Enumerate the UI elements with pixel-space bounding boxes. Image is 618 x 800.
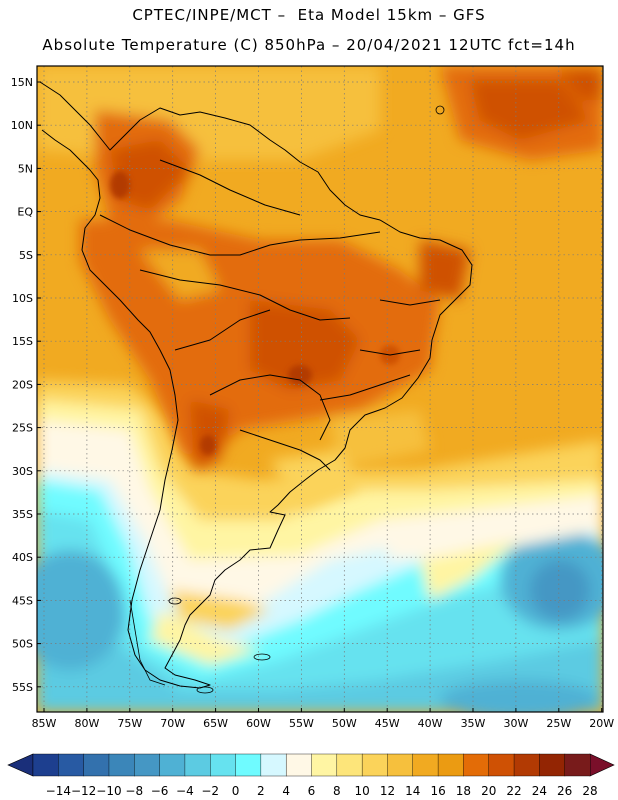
colorbar-label: 0: [232, 784, 240, 798]
colorbar-label: 2: [257, 784, 265, 798]
latitude-labels: 15N 10N 5N EQ 5S 10S 15S 20S 25S 30S 35S 40S 45S 50S 5…: [11, 76, 41, 694]
lat-tick-label: 35S: [12, 508, 33, 521]
colorbar-swatch: [210, 753, 237, 777]
lon-tick-label: 75W: [117, 717, 142, 730]
lat-tick-label: 30S: [12, 465, 33, 478]
lon-tick-label: 65W: [203, 717, 228, 730]
map-frame: [36, 65, 604, 713]
colorbar-swatch: [412, 753, 439, 777]
colorbar-swatch: [108, 753, 135, 777]
colorbar-label: 24: [532, 784, 547, 798]
colorbar-label: 4: [282, 784, 290, 798]
colorbar-label: −2: [201, 784, 219, 798]
lat-tick-label: 10S: [12, 292, 33, 305]
colorbar-swatch: [564, 753, 591, 777]
colorbar-label: 14: [405, 784, 420, 798]
colorbar-swatch: [134, 753, 161, 777]
colorbar-swatch: [463, 753, 490, 777]
lat-tick-label: 40S: [12, 551, 33, 564]
colorbar-swatch: [58, 753, 85, 777]
lat-tick-label: 20S: [12, 378, 33, 391]
colorbar: −14 −12 −10 −8 −6 −4 −2 0 2 4 6 8 10 12 14 16 18 20 22 24 26…: [7, 753, 615, 798]
colorbar-swatch: [513, 753, 540, 777]
colorbar-swatch: [260, 753, 287, 777]
colorbar-label: 8: [333, 784, 341, 798]
lat-tick-label: 25S: [12, 422, 33, 435]
colorbar-min-arrow: [7, 753, 34, 777]
lon-tick-label: 70W: [160, 717, 185, 730]
colorbar-swatch: [361, 753, 388, 777]
colorbar-swatch: [387, 753, 414, 777]
lon-tick-label: 40W: [418, 717, 443, 730]
lon-tick-label: 80W: [74, 717, 99, 730]
colorbar-max-arrow: [589, 753, 615, 777]
colorbar-swatch: [336, 753, 363, 777]
colorbar-swatch: [311, 753, 338, 777]
colorbar-label: 20: [481, 784, 496, 798]
colorbar-label: 12: [380, 784, 395, 798]
lon-tick-label: 50W: [332, 717, 357, 730]
longitude-labels: 85W 80W 75W 70W 65W 60W 55W 50W 45W 40W 35W 30W 25W 2…: [32, 708, 614, 730]
map-title: CPTEC/INPE/MCT – Eta Model 15km – GFS: [132, 6, 486, 24]
colorbar-swatch: [488, 753, 515, 777]
lat-tick-label: 5N: [18, 162, 33, 175]
colorbar-label: 18: [456, 784, 471, 798]
colorbar-label: −4: [176, 784, 194, 798]
colorbar-label: 26: [557, 784, 572, 798]
lon-tick-label: 55W: [289, 717, 314, 730]
colorbar-label: 16: [430, 784, 445, 798]
lon-tick-label: 45W: [375, 717, 400, 730]
lon-tick-label: 35W: [461, 717, 486, 730]
colorbar-swatch: [285, 753, 313, 777]
colorbar-swatch: [184, 753, 211, 777]
lat-tick-label: 10N: [11, 119, 33, 132]
colorbar-label: 6: [308, 784, 316, 798]
lat-tick-label: 5S: [19, 249, 33, 262]
lon-tick-label: 25W: [546, 717, 571, 730]
lat-tick-label: 50S: [12, 638, 33, 651]
colorbar-label: −14: [46, 784, 71, 798]
lon-tick-label: 60W: [246, 717, 271, 730]
colorbar-label: −12: [71, 784, 96, 798]
colorbar-label: −8: [125, 784, 143, 798]
colorbar-label: 22: [506, 784, 521, 798]
colorbar-swatch: [235, 753, 262, 777]
lat-tick-label: 15S: [12, 335, 33, 348]
colorbar-swatch: [32, 753, 59, 777]
lon-tick-label: 30W: [503, 717, 528, 730]
islands: [129, 105, 445, 694]
colorbar-label: 28: [582, 784, 597, 798]
map-subtitle: Absolute Temperature (C) 850hPa – 20/04/…: [42, 36, 576, 54]
colorbar-swatch: [539, 753, 566, 777]
lon-tick-label: 85W: [32, 717, 57, 730]
lat-tick-label: 55S: [12, 681, 33, 694]
colorbar-label: −6: [151, 784, 169, 798]
colorbar-swatch: [159, 753, 186, 777]
lat-tick-label: 45S: [12, 594, 33, 607]
lon-tick-label: 20W: [589, 717, 614, 730]
temperature-field: [37, 66, 603, 712]
colorbar-label: 10: [354, 784, 369, 798]
colorbar-swatch: [437, 753, 464, 777]
coastlines: [39, 81, 473, 689]
colorbar-label: −10: [96, 784, 121, 798]
colorbar-swatch: [83, 753, 110, 777]
lat-tick-label: EQ: [17, 206, 33, 219]
lat-tick-label: 15N: [11, 76, 33, 89]
